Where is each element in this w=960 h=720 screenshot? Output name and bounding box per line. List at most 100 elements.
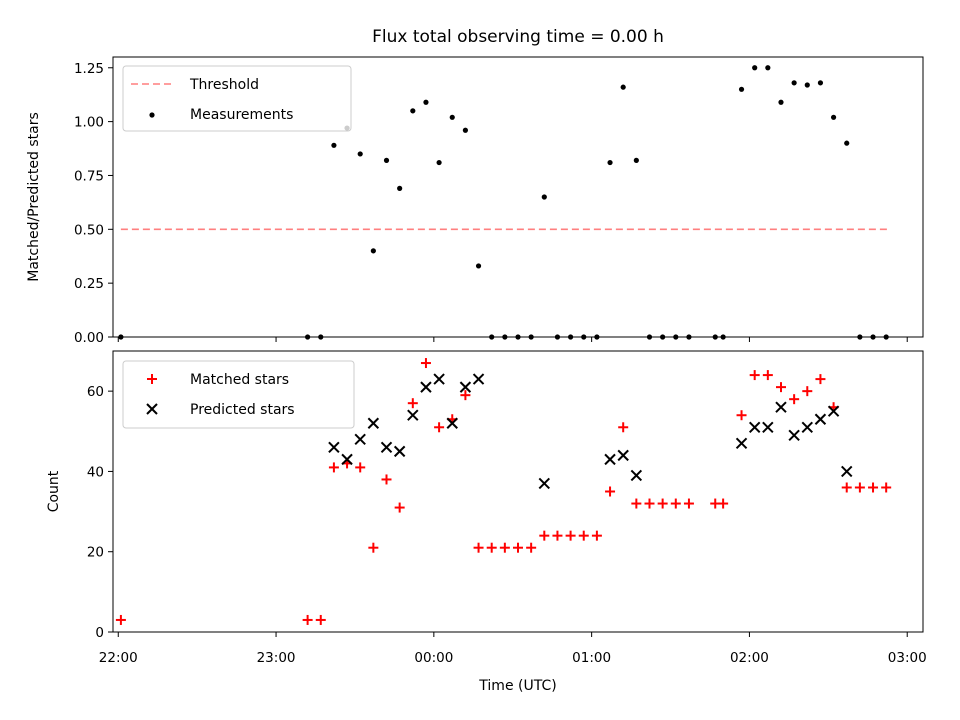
matched-star-point	[115, 614, 126, 625]
measurement-point	[489, 334, 495, 340]
legend-predicted-label: Predicted stars	[190, 402, 295, 418]
matched-star-point	[644, 498, 655, 509]
measurement-point	[804, 82, 810, 88]
predicted-star-point	[328, 441, 340, 454]
top-y-tick-label: 1.25	[74, 61, 104, 77]
measurement-point	[581, 334, 587, 340]
measurement-point	[720, 334, 726, 340]
predicted-star-point	[538, 477, 551, 490]
measurement-point	[118, 334, 124, 340]
matched-star-point	[315, 614, 326, 625]
top-panel: 0.00 0.25 0.50 0.75 1.00 1.25	[74, 56, 924, 346]
matched-star-point	[775, 382, 786, 393]
predicted-star-point	[814, 413, 827, 425]
measurement-point	[686, 334, 692, 340]
predicted-star-point	[827, 405, 840, 417]
predicted-star-point	[604, 453, 616, 466]
predicted-star-point	[617, 449, 629, 462]
bottom-legend: Matched stars Predicted stars	[122, 360, 355, 429]
legend-matched-label: Matched stars	[190, 372, 289, 388]
legend-threshold-label: Threshold	[189, 77, 259, 93]
matched-star-point	[802, 386, 813, 397]
x-tick-label: 23:00	[257, 650, 296, 666]
legend-measurements-swatch	[149, 112, 155, 118]
matched-star-point	[368, 542, 379, 553]
legend-measurements-label: Measurements	[190, 107, 293, 123]
predicted-star-point	[420, 381, 432, 393]
measurement-point	[646, 334, 653, 340]
measurement-point	[541, 194, 547, 200]
top-y-tick-label: 0.75	[74, 168, 104, 184]
legend-frame	[122, 65, 352, 132]
matched-star-point	[434, 422, 445, 433]
predicted-star-point	[775, 401, 787, 413]
matched-star-point	[789, 394, 800, 405]
matched-star-point	[526, 542, 537, 553]
x-tick-label: 22:00	[99, 650, 138, 666]
predicted-star-point	[433, 373, 445, 385]
predicted-star-point	[446, 417, 458, 429]
x-tick-label: 00:00	[414, 650, 453, 666]
measurement-point	[778, 99, 784, 105]
matched-star-point	[736, 410, 747, 421]
measurement-point	[620, 84, 626, 90]
matched-star-point	[499, 542, 510, 553]
measurement-point	[423, 99, 429, 105]
matched-star-point	[683, 498, 694, 509]
matched-star-point	[881, 482, 892, 493]
matched-star-point	[513, 542, 523, 553]
matched-star-point	[539, 530, 550, 541]
matched-star-point	[486, 542, 497, 553]
measurement-point	[830, 114, 837, 120]
measurement-point	[515, 334, 521, 340]
matched-star-point	[657, 498, 668, 509]
matched-star-point	[552, 530, 563, 541]
measurement-point	[397, 185, 403, 191]
matched-star-point	[854, 482, 865, 493]
legend-predicted-swatch	[146, 403, 158, 415]
top-y-tick-label: 0.00	[74, 330, 104, 346]
matched-star-point	[618, 422, 629, 433]
measurement-point	[791, 80, 797, 86]
x-tick-label: 03:00	[888, 650, 927, 666]
measurement-point	[673, 334, 679, 340]
top-legend: Threshold Measurements	[122, 65, 352, 132]
legend-frame	[122, 360, 355, 429]
measurement-point	[712, 334, 718, 340]
measurement-point	[817, 80, 824, 86]
measurement-point	[318, 334, 324, 340]
matched-star-point	[355, 462, 366, 473]
predicted-star-point	[354, 433, 366, 446]
matched-star-point	[749, 370, 760, 381]
matched-star-point	[841, 482, 852, 493]
bottom-y-tick-label: 40	[87, 464, 104, 480]
matched-star-point	[670, 498, 681, 509]
matched-star-point	[762, 370, 773, 381]
bottom-y-tick-label: 20	[87, 545, 104, 561]
matched-star-point	[815, 374, 826, 385]
matched-star-point	[381, 474, 392, 485]
matched-star-point	[394, 502, 405, 513]
matched-star-point	[631, 498, 642, 509]
measurement-point	[857, 334, 863, 340]
top-chart-title: Flux total observing time = 0.00 h	[372, 27, 664, 47]
x-axis-label: Time (UTC)	[478, 678, 556, 694]
bottom-axes-frame	[112, 350, 924, 633]
measurement-point	[567, 334, 574, 340]
predicted-star-point	[841, 465, 853, 478]
matched-star-point	[420, 358, 431, 369]
matched-star-point	[591, 530, 602, 541]
predicted-star-point	[407, 409, 419, 421]
measurement-point	[305, 334, 311, 340]
measurement-point	[475, 263, 482, 269]
predicted-star-point	[788, 429, 800, 442]
predicted-star-point	[341, 453, 353, 466]
matched-star-point	[302, 614, 313, 625]
matched-star-point	[868, 482, 879, 493]
measurement-point	[370, 248, 376, 254]
measurement-point	[331, 142, 337, 148]
predicted-star-point	[748, 421, 761, 433]
top-y-tick-label: 0.25	[74, 276, 104, 292]
measurement-point	[607, 159, 613, 166]
